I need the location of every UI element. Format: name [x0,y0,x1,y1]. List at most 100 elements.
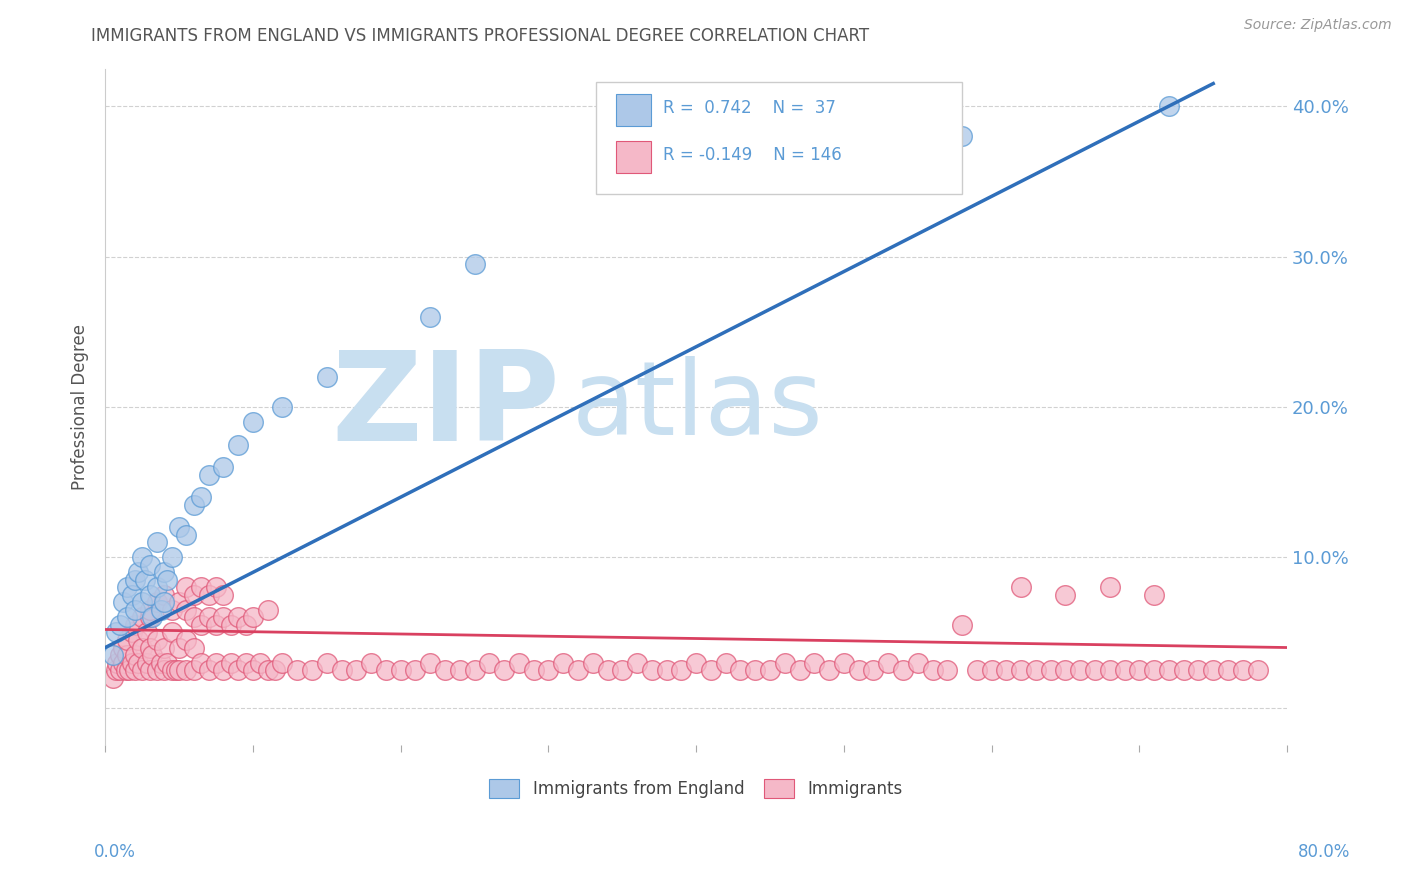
Point [226,437,249,451]
Point [936,663,959,677]
Point [205,580,228,594]
Point [1039,663,1062,677]
Point [212,588,235,602]
Point [907,656,929,670]
Point [700,663,723,677]
Point [146,535,169,549]
Point [494,663,516,677]
Point [759,663,782,677]
Point [197,610,219,624]
Point [389,663,412,677]
Point [360,656,382,670]
Point [1173,663,1195,677]
Point [183,610,205,624]
Point [131,610,153,624]
Text: ZIP: ZIP [332,346,560,467]
Point [134,573,156,587]
Point [146,633,169,648]
Point [553,656,575,670]
Point [212,663,235,677]
Point [150,656,173,670]
Point [104,625,127,640]
Point [117,633,139,648]
Point [121,625,143,640]
Point [156,573,179,587]
Point [596,663,619,677]
Point [1157,99,1180,113]
Point [167,520,190,534]
Point [124,648,146,662]
FancyBboxPatch shape [616,141,651,173]
Point [612,663,634,677]
Point [1084,663,1107,677]
Point [115,663,138,677]
Point [242,415,264,429]
Point [212,460,235,475]
Point [1128,663,1150,677]
Point [121,656,143,670]
Point [1246,663,1268,677]
Point [167,595,190,609]
Text: R = -0.149    N = 146: R = -0.149 N = 146 [664,146,842,164]
Point [146,580,169,594]
Point [121,588,143,602]
Point [141,648,163,662]
Point [131,550,153,565]
Point [714,656,737,670]
Point [1114,663,1136,677]
Point [235,618,257,632]
Point [146,595,169,609]
Point [160,663,183,677]
Point [124,603,146,617]
Point [138,610,160,624]
Point [803,656,825,670]
Point [197,588,219,602]
Point [730,663,752,677]
Point [271,400,294,414]
Point [1054,588,1077,602]
Text: 80.0%: 80.0% [1298,843,1350,861]
Point [315,369,337,384]
Point [135,656,157,670]
Point [127,656,149,670]
Point [256,663,278,677]
Point [1232,663,1254,677]
Point [1010,580,1032,594]
Point [773,656,796,670]
Point [315,656,337,670]
Point [105,656,128,670]
FancyBboxPatch shape [616,94,651,126]
Point [1143,588,1166,602]
Point [183,498,205,512]
Point [1098,580,1121,594]
Point [950,618,973,632]
Point [235,656,257,670]
Point [434,663,457,677]
Point [478,656,501,670]
Point [980,663,1002,677]
Point [176,580,198,594]
Point [1025,663,1047,677]
Point [330,663,353,677]
Point [226,663,249,677]
Text: 0.0%: 0.0% [94,843,136,861]
Point [165,663,187,677]
Point [131,663,153,677]
Point [226,610,249,624]
Point [111,640,134,655]
Point [183,663,205,677]
Point [508,656,530,670]
Point [242,663,264,677]
Point [146,663,169,677]
Point [1098,663,1121,677]
Point [449,663,471,677]
Point [108,648,131,662]
Point [655,663,678,677]
Point [138,603,160,617]
Point [995,663,1018,677]
Point [141,610,163,624]
Point [135,625,157,640]
Point [138,558,160,572]
Legend: Immigrants from England, Immigrants: Immigrants from England, Immigrants [482,772,910,805]
Point [197,663,219,677]
